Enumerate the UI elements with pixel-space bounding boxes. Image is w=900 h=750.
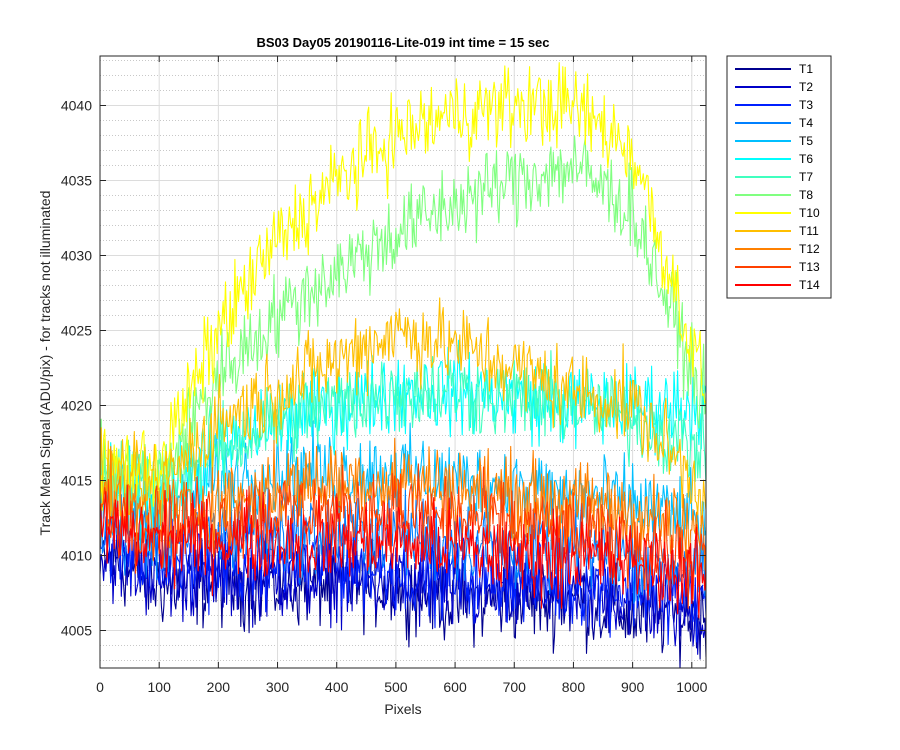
x-axis-title: Pixels (384, 701, 421, 717)
series-line-t10 (100, 62, 706, 511)
y-tick-label: 4025 (61, 323, 92, 339)
legend-label-t10: T10 (799, 206, 820, 220)
legend-label-t7: T7 (799, 170, 813, 184)
legend-label-t1: T1 (799, 62, 813, 76)
x-tick-label: 300 (266, 679, 290, 695)
legend-label-t2: T2 (799, 80, 813, 94)
legend-label-t6: T6 (799, 152, 813, 166)
series-line-t3 (100, 510, 706, 646)
chart-title: BS03 Day05 20190116-Lite-019 int time = … (256, 35, 549, 50)
series-line-t11 (100, 297, 706, 529)
y-tick-label: 4030 (61, 248, 92, 264)
plot-area: 0 100 200 300 400 500 600 700 800 900 1000 4005 4010… (61, 55, 708, 695)
y-tick-label: 4005 (61, 623, 92, 639)
x-tick-label: 0 (96, 679, 104, 695)
y-axis-title: Track Mean Signal (ADU/pix) - for tracks… (37, 191, 53, 536)
x-tick-label: 600 (443, 679, 467, 695)
x-tick-label: 1000 (676, 679, 707, 695)
x-tick-label: 400 (325, 679, 349, 695)
x-tick-label: 700 (503, 679, 527, 695)
legend-label-t3: T3 (799, 98, 813, 112)
legend-label-t11: T11 (799, 224, 819, 238)
y-tick-label: 4010 (61, 548, 92, 564)
y-tick-label: 4035 (61, 173, 92, 189)
y-tick-label: 4015 (61, 473, 92, 489)
series-line-t14 (100, 484, 706, 619)
series-line-t8 (100, 135, 706, 512)
x-tick-label: 500 (384, 679, 408, 695)
y-tick-label: 4020 (61, 398, 92, 414)
series-line-t13 (100, 463, 706, 609)
legend-label-t13: T13 (799, 260, 820, 274)
series-line-t7 (100, 350, 706, 525)
x-tick-label: 900 (621, 679, 645, 695)
legend: T1 T2 T3 T4 T5 T6 T7 T8 T10 T11 T12 T13 T14 (726, 55, 832, 299)
x-tick-label: 800 (562, 679, 586, 695)
y-tick-label: 4040 (61, 98, 92, 114)
x-tick-label: 100 (148, 679, 172, 695)
legend-label-t14: T14 (799, 278, 820, 292)
series-group (100, 62, 706, 668)
legend-label-t4: T4 (799, 116, 813, 130)
legend-label-t8: T8 (799, 188, 813, 202)
legend-label-t12: T12 (799, 242, 820, 256)
axes-box (99, 55, 707, 669)
legend-label-t5: T5 (799, 134, 813, 148)
x-tick-label: 200 (207, 679, 231, 695)
